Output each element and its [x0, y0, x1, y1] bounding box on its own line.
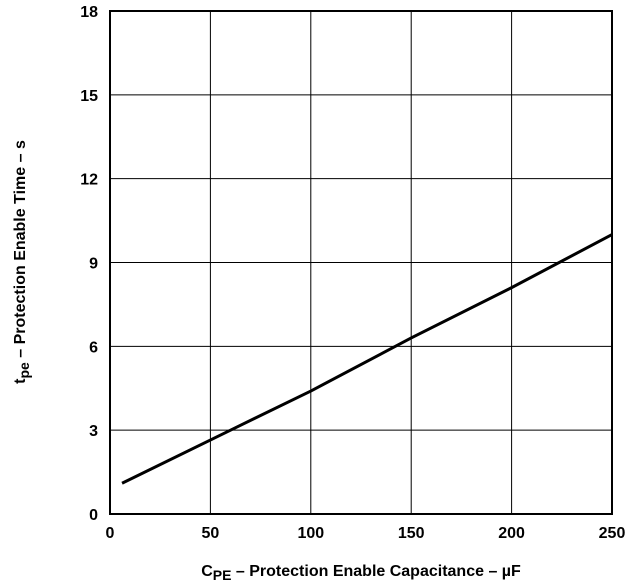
x-axis-title: CPE – Protection Enable Capacitance – µF — [201, 563, 521, 583]
y-tick-label: 3 — [89, 423, 98, 440]
x-tick-label: 150 — [398, 525, 425, 542]
x-tick-label: 250 — [599, 525, 626, 542]
y-axis-title: tpe – Protection Enable Time – s — [12, 140, 32, 384]
y-tick-label: 9 — [89, 256, 98, 273]
x-tick-labels: 0 50 100 150 200 250 — [106, 525, 626, 542]
y-tick-labels: 0 3 6 9 12 15 18 — [80, 4, 98, 524]
series-line — [121, 233, 613, 485]
series-layer — [121, 233, 613, 485]
y-tick-label: 12 — [80, 172, 98, 189]
y-tick-label: 18 — [80, 4, 98, 21]
x-axis-title-main: C — [201, 563, 213, 580]
plot-frame — [109, 10, 613, 515]
y-axis-title-rest: – Protection Enable Time – s — [12, 140, 29, 362]
y-axis-title-main: t — [12, 378, 29, 384]
x-tick-label: 0 — [106, 525, 115, 542]
grid — [110, 11, 612, 514]
y-tick-label: 15 — [80, 88, 98, 105]
x-tick-label: 100 — [297, 525, 324, 542]
y-axis-title-subscript: pe — [16, 362, 32, 379]
x-tick-label: 50 — [202, 525, 220, 542]
x-tick-label: 200 — [498, 525, 525, 542]
y-tick-label: 0 — [89, 507, 98, 524]
x-axis-title-subscript: PE — [213, 567, 232, 583]
x-axis-title-rest: – Protection Enable Capacitance – µF — [231, 563, 521, 580]
y-tick-label: 6 — [89, 339, 98, 356]
